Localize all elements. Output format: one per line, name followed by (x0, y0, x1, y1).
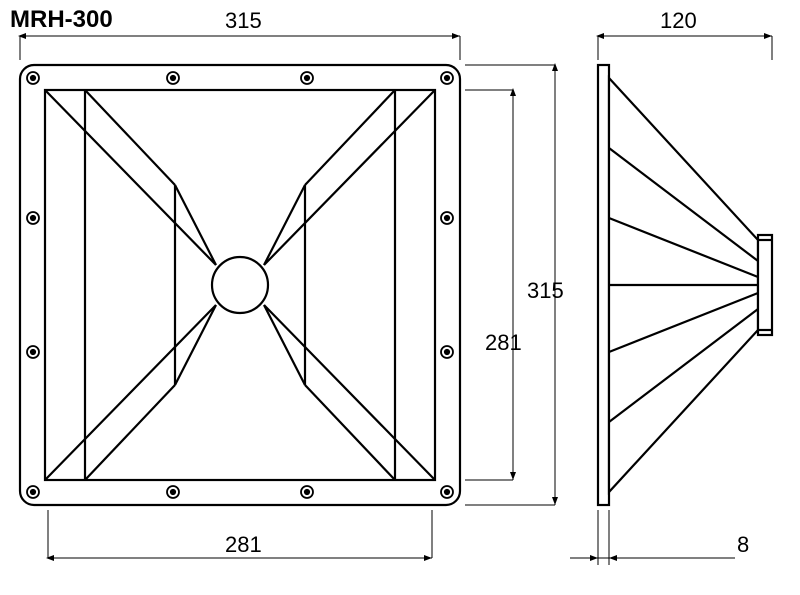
side-flange-plate (598, 65, 609, 505)
drawing-canvas: MRH-300 315 315 281 281 120 8 (0, 0, 800, 595)
side-view (598, 65, 772, 505)
technical-drawing-svg (0, 0, 800, 595)
side-horn-profile (609, 78, 772, 492)
horn-throat-circle (212, 257, 268, 313)
front-view (20, 65, 460, 505)
